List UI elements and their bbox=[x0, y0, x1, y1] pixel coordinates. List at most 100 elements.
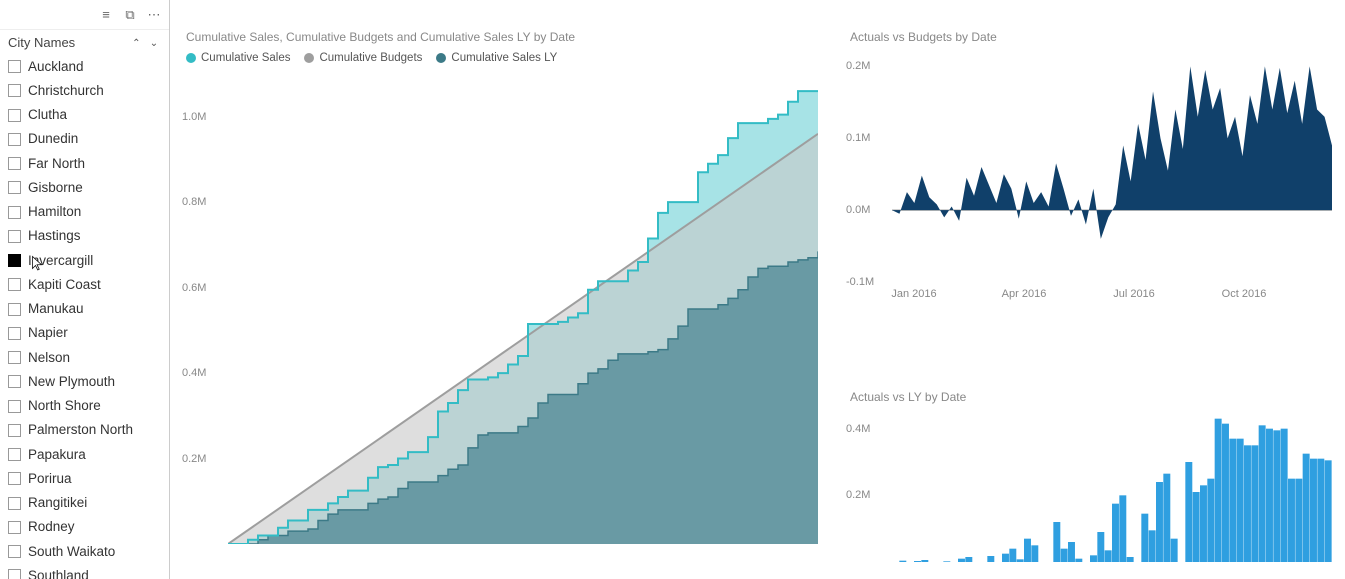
y-axis-label: 0.0M bbox=[846, 204, 870, 216]
legend-label: Cumulative Budgets bbox=[319, 52, 422, 64]
legend-label: Cumulative Sales LY bbox=[451, 52, 557, 64]
checkbox-icon[interactable] bbox=[8, 206, 21, 219]
slicer-item[interactable]: Palmerston North bbox=[6, 418, 163, 442]
actuals-vs-budgets-chart[interactable]: Actuals vs Budgets by Date 0.2M0.1M0.0M-… bbox=[850, 30, 1330, 340]
y-axis-label: 0.6M bbox=[182, 282, 206, 294]
x-axis-label: Apr 2016 bbox=[1002, 288, 1047, 300]
checkbox-icon[interactable] bbox=[8, 181, 21, 194]
checkbox-icon[interactable] bbox=[8, 497, 21, 510]
slicer-item[interactable]: Far North bbox=[6, 152, 163, 176]
dropdown-icon[interactable]: ⌄ bbox=[147, 37, 161, 51]
checkbox-icon[interactable] bbox=[8, 157, 21, 170]
slicer-item[interactable]: Invercargill bbox=[6, 249, 163, 273]
slicer-item-label: Napier bbox=[28, 323, 68, 343]
y-axis-label: 1.0M bbox=[182, 111, 206, 123]
slicer-item-label: Southland bbox=[28, 566, 89, 579]
slicer-item-label: Kapiti Coast bbox=[28, 275, 101, 295]
chart-plot-area: 0.2M0.1M0.0M-0.1MJan 2016Apr 2016Jul 201… bbox=[850, 52, 1330, 302]
slicer-item[interactable]: Papakura bbox=[6, 443, 163, 467]
y-axis-label: -0.1M bbox=[846, 276, 874, 288]
chart-plot-area: 0.4M0.2M bbox=[850, 412, 1330, 562]
menu-icon[interactable]: ≡ bbox=[97, 6, 115, 24]
slicer-item-label: Dunedin bbox=[28, 129, 78, 149]
slicer-item[interactable]: Christchurch bbox=[6, 79, 163, 103]
slicer-item[interactable]: Rodney bbox=[6, 515, 163, 539]
y-axis-label: 0.8M bbox=[182, 196, 206, 208]
checkbox-icon[interactable] bbox=[8, 424, 21, 437]
slicer-header: City Names ⌃ ⌄ bbox=[0, 30, 169, 55]
checkbox-icon[interactable] bbox=[8, 327, 21, 340]
slicer-item[interactable]: New Plymouth bbox=[6, 370, 163, 394]
checkbox-icon[interactable] bbox=[8, 375, 21, 388]
checkbox-icon[interactable] bbox=[8, 230, 21, 243]
slicer-item[interactable]: Auckland bbox=[6, 55, 163, 79]
legend-label: Cumulative Sales bbox=[201, 52, 290, 64]
legend-item: Cumulative Sales LY bbox=[436, 52, 557, 64]
y-axis-label: 0.2M bbox=[846, 60, 870, 72]
checkbox-icon[interactable] bbox=[8, 278, 21, 291]
slicer-item-label: Papakura bbox=[28, 445, 86, 465]
chart-title: Cumulative Sales, Cumulative Budgets and… bbox=[186, 30, 826, 44]
checkbox-icon[interactable] bbox=[8, 448, 21, 461]
legend-dot-icon bbox=[436, 53, 446, 63]
slicer-item-label: Manukau bbox=[28, 299, 84, 319]
focus-mode-icon[interactable]: ⧉ bbox=[121, 6, 139, 24]
slicer-item[interactable]: Southland bbox=[6, 564, 163, 579]
slicer-item[interactable]: Manukau bbox=[6, 297, 163, 321]
slicer-item-label: Rangitikei bbox=[28, 493, 87, 513]
slicer-item[interactable]: Gisborne bbox=[6, 176, 163, 200]
checkbox-icon[interactable] bbox=[8, 472, 21, 485]
chart-title: Actuals vs Budgets by Date bbox=[850, 30, 1330, 44]
legend-dot-icon bbox=[304, 53, 314, 63]
slicer-item-label: Auckland bbox=[28, 57, 84, 77]
slicer-title: City Names bbox=[8, 35, 75, 50]
slicer-item[interactable]: North Shore bbox=[6, 394, 163, 418]
slicer-item-label: Christchurch bbox=[28, 81, 104, 101]
slicer-item-label: Clutha bbox=[28, 105, 67, 125]
slicer-item-label: Invercargill bbox=[28, 251, 93, 271]
slicer-item[interactable]: South Waikato bbox=[6, 540, 163, 564]
y-axis-label: 0.4M bbox=[846, 423, 870, 435]
legend-dot-icon bbox=[186, 53, 196, 63]
cumulative-chart[interactable]: Cumulative Sales, Cumulative Budgets and… bbox=[186, 30, 826, 570]
slicer-item[interactable]: Dunedin bbox=[6, 127, 163, 151]
actuals-vs-ly-chart[interactable]: Actuals vs LY by Date 0.4M0.2M bbox=[850, 390, 1330, 570]
slicer-item[interactable]: Napier bbox=[6, 321, 163, 345]
slicer-item[interactable]: Rangitikei bbox=[6, 491, 163, 515]
checkbox-icon[interactable] bbox=[8, 84, 21, 97]
checkbox-icon[interactable] bbox=[8, 569, 21, 579]
x-axis-label: Oct 2016 bbox=[1222, 288, 1267, 300]
x-axis-label: Jan 2016 bbox=[891, 288, 936, 300]
checkbox-icon[interactable] bbox=[8, 545, 21, 558]
slicer-item-label: Hamilton bbox=[28, 202, 81, 222]
slicer-item[interactable]: Porirua bbox=[6, 467, 163, 491]
slicer-item-label: Porirua bbox=[28, 469, 72, 489]
x-axis-label: Jul 2016 bbox=[1113, 288, 1155, 300]
slicer-item[interactable]: Nelson bbox=[6, 346, 163, 370]
checkbox-icon[interactable] bbox=[8, 133, 21, 146]
chart-plot-area: 1.0M0.8M0.6M0.4M0.2M bbox=[186, 74, 826, 544]
more-options-icon[interactable]: ⋯ bbox=[145, 6, 163, 24]
checkbox-icon[interactable] bbox=[8, 303, 21, 316]
checkbox-icon[interactable] bbox=[8, 521, 21, 534]
clear-icon[interactable]: ⌃ bbox=[129, 37, 143, 51]
checkbox-icon[interactable] bbox=[8, 400, 21, 413]
checkbox-icon[interactable] bbox=[8, 109, 21, 122]
slicer-item[interactable]: Clutha bbox=[6, 103, 163, 127]
chart-legend: Cumulative Sales Cumulative Budgets Cumula… bbox=[186, 52, 826, 64]
slicer-item-label: New Plymouth bbox=[28, 372, 115, 392]
city-slicer: ≡ ⧉ ⋯ City Names ⌃ ⌄ Auckland Christchurc… bbox=[0, 0, 170, 579]
slicer-item[interactable]: Kapiti Coast bbox=[6, 273, 163, 297]
y-axis-label: 0.4M bbox=[182, 367, 206, 379]
report-canvas: Cumulative Sales, Cumulative Budgets and… bbox=[170, 0, 1345, 579]
slicer-list[interactable]: Auckland Christchurch Clutha Dunedin Far Nor… bbox=[0, 55, 169, 579]
slicer-item[interactable]: Hastings bbox=[6, 224, 163, 248]
legend-item: Cumulative Sales bbox=[186, 52, 290, 64]
slicer-item[interactable]: Hamilton bbox=[6, 200, 163, 224]
checkbox-icon[interactable] bbox=[8, 254, 21, 267]
slicer-item-label: Nelson bbox=[28, 348, 70, 368]
slicer-item-label: South Waikato bbox=[28, 542, 115, 562]
checkbox-icon[interactable] bbox=[8, 60, 21, 73]
checkbox-icon[interactable] bbox=[8, 351, 21, 364]
slicer-toolbar: ≡ ⧉ ⋯ bbox=[0, 0, 169, 30]
